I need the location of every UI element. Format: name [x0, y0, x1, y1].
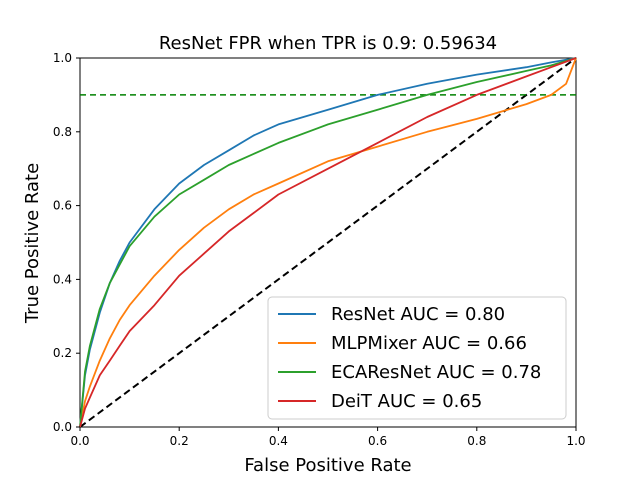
legend-label: DeiT AUC = 0.65 [331, 391, 482, 412]
y-tick-label: 1.0 [53, 51, 72, 65]
series-line-0 [79, 57, 577, 428]
y-tick-label: 0.2 [53, 346, 72, 360]
reference-lines [79, 57, 577, 428]
x-axis-ticks: 0.0 0.2 0.4 0.6 0.8 1.0 [70, 427, 586, 448]
chart-title: ResNet FPR when TPR is 0.9: 0.59634 [159, 33, 497, 54]
legend-box [267, 296, 567, 420]
series-line-2 [79, 57, 577, 428]
x-tick-label: 0.0 [70, 434, 89, 448]
y-tick-label: 0.6 [53, 199, 72, 213]
x-tick-label: 1.0 [566, 434, 585, 448]
plot-frame [79, 57, 577, 428]
series-line-1 [79, 57, 577, 428]
y-axis-ticks: 0.0 0.2 0.4 0.6 0.8 1.0 [53, 51, 80, 434]
x-tick-label: 0.2 [170, 434, 189, 448]
y-axis-label: True Positive Rate [22, 163, 43, 324]
legend-label: ResNet AUC = 0.80 [331, 304, 505, 325]
legend: ResNet AUC = 0.80 MLPMixer AUC = 0.66 ECAR… [267, 296, 567, 420]
y-tick-label: 0.8 [53, 125, 72, 139]
x-tick-label: 0.6 [368, 434, 387, 448]
series-line-3 [79, 57, 577, 428]
series-lines [79, 57, 577, 428]
y-tick-label: 0.4 [53, 272, 72, 286]
y-tick-label: 0.0 [53, 420, 72, 434]
x-tick-label: 0.4 [269, 434, 288, 448]
legend-label: MLPMixer AUC = 0.66 [331, 333, 527, 354]
x-axis-label: False Positive Rate [244, 455, 411, 476]
legend-label: ECAResNet AUC = 0.78 [331, 362, 541, 383]
x-tick-label: 0.8 [467, 434, 486, 448]
chance-diagonal-line [79, 57, 577, 428]
